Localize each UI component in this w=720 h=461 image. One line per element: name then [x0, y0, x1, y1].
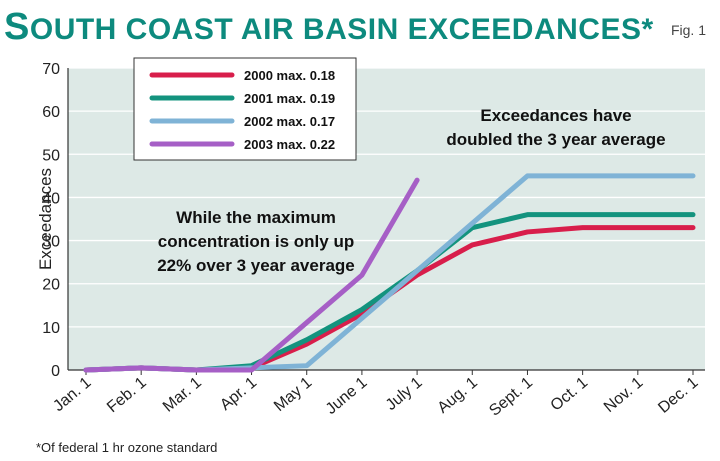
annotation-concentration-line-1: While the maximum: [176, 208, 336, 227]
x-tick-label: Mar. 1: [160, 374, 205, 416]
x-tick-label: Feb. 1: [104, 374, 150, 416]
x-tick-label: July 1: [383, 374, 426, 414]
footnote: *Of federal 1 hr ozone standard: [36, 440, 218, 455]
y-tick-label: 50: [42, 147, 60, 164]
y-tick-label: 70: [42, 61, 60, 78]
x-tick-label: Nov. 1: [601, 374, 647, 416]
x-tick-label: Apr. 1: [217, 374, 260, 414]
legend-label-0: 2000 max. 0.18: [244, 68, 335, 83]
y-tick-label: 60: [42, 104, 60, 121]
chart-title-initial: S: [4, 6, 30, 48]
legend-label-1: 2001 max. 0.19: [244, 91, 335, 106]
x-tick-label: May 1: [271, 374, 315, 415]
y-tick-label: 0: [51, 363, 60, 380]
legend-items: 2000 max. 0.18 2001 max. 0.19 2002 max. 0.…: [149, 68, 335, 152]
x-tick-label: Jan. 1: [50, 374, 94, 415]
y-tick-label: 10: [42, 320, 60, 337]
x-tick-label: Dec. 1: [655, 374, 701, 417]
series-line-3: [83, 177, 420, 373]
annotation-concentration: While the maximum concentration is only …: [157, 208, 355, 275]
legend-label-3: 2003 max. 0.22: [244, 137, 335, 152]
annotation-exceedances-line-1: Exceedances have: [480, 106, 631, 125]
x-tick-label: Oct. 1: [548, 374, 592, 415]
x-tick-label: Sept. 1: [486, 374, 536, 420]
annotation-concentration-line-3: 22% over 3 year average: [157, 256, 355, 275]
chart-title: SOUTH COAST AIR BASIN EXCEEDANCES*: [4, 6, 654, 49]
legend-label-2: 2002 max. 0.17: [244, 114, 335, 129]
x-axis-ticks: Jan. 1 Feb. 1 Mar. 1 Apr. 1 May 1 June 1 July …: [50, 370, 702, 420]
y-axis-label: Exceedances: [36, 168, 55, 270]
y-tick-label: 40: [42, 190, 60, 207]
x-tick-label: Aug. 1: [434, 374, 480, 417]
series-lines: [83, 173, 696, 373]
chart-title-rest: OUTH COAST AIR BASIN EXCEEDANCES*: [29, 13, 654, 46]
y-tick-label: 20: [42, 277, 60, 294]
y-axis-ticks: 0 10 20 30 40 50 60 70: [42, 61, 60, 380]
x-tick-label: June 1: [323, 374, 371, 418]
figure-label: Fig. 1: [670, 22, 706, 38]
annotation-concentration-line-2: concentration is only up: [158, 232, 354, 251]
y-tick-label: 30: [42, 234, 60, 251]
legend: 2000 max. 0.18 2001 max. 0.19 2002 max. 0.…: [133, 57, 357, 161]
annotation-exceedances-line-2: doubled the 3 year average: [446, 130, 665, 149]
annotation-exceedances: Exceedances have doubled the 3 year aver…: [446, 106, 665, 149]
